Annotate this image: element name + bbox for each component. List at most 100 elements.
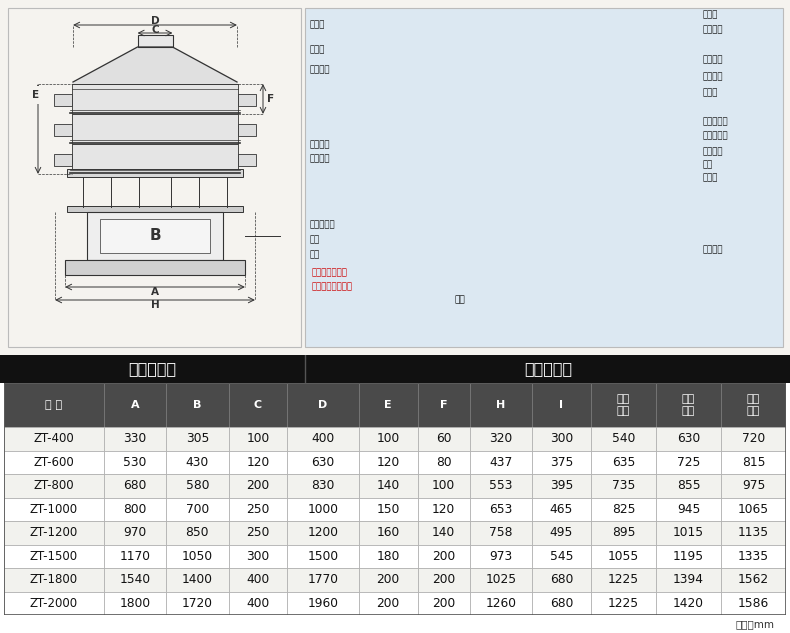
Bar — [288, 474, 359, 498]
Text: ZT-400: ZT-400 — [33, 432, 74, 446]
Bar — [166, 591, 228, 615]
Bar — [532, 383, 591, 427]
Bar — [103, 498, 166, 521]
Text: 球形清洁板: 球形清洁板 — [703, 118, 728, 127]
Bar — [288, 451, 359, 474]
Bar — [103, 591, 166, 615]
Text: 140: 140 — [432, 526, 455, 539]
Text: 180: 180 — [376, 550, 400, 563]
Bar — [8, 8, 301, 347]
Text: 1540: 1540 — [119, 573, 150, 586]
Text: 60: 60 — [436, 432, 451, 446]
Text: ZT-1800: ZT-1800 — [30, 573, 78, 586]
Bar — [469, 568, 532, 591]
Bar — [532, 474, 591, 498]
Text: ZT-1500: ZT-1500 — [30, 550, 78, 563]
Text: 700: 700 — [186, 503, 209, 516]
Text: 80: 80 — [436, 456, 451, 469]
Text: 540: 540 — [611, 432, 635, 446]
Text: 250: 250 — [246, 526, 269, 539]
Text: 825: 825 — [611, 503, 635, 516]
Text: 945: 945 — [677, 503, 700, 516]
Bar — [359, 383, 418, 427]
Bar — [418, 474, 469, 498]
Text: 630: 630 — [677, 432, 700, 446]
Bar — [72, 144, 238, 174]
Bar — [721, 591, 786, 615]
Text: 1720: 1720 — [182, 597, 213, 610]
Text: B: B — [193, 400, 201, 410]
Bar — [721, 544, 786, 568]
Bar — [359, 451, 418, 474]
Text: 630: 630 — [311, 456, 335, 469]
Text: 437: 437 — [489, 456, 513, 469]
Bar — [166, 451, 228, 474]
Text: F: F — [267, 94, 274, 104]
Text: 120: 120 — [432, 503, 455, 516]
Bar — [72, 84, 238, 114]
Text: E: E — [32, 90, 40, 100]
Text: 1770: 1770 — [307, 573, 339, 586]
Text: 1562: 1562 — [738, 573, 769, 586]
Bar — [469, 498, 532, 521]
Bar — [591, 427, 656, 451]
Text: 150: 150 — [376, 503, 400, 516]
Text: 320: 320 — [489, 432, 513, 446]
Bar — [532, 427, 591, 451]
Bar — [65, 260, 245, 275]
Text: 1586: 1586 — [738, 597, 769, 610]
Bar — [591, 591, 656, 615]
Text: 电动机: 电动机 — [703, 173, 718, 182]
Text: 300: 300 — [550, 432, 573, 446]
Bar — [532, 451, 591, 474]
Bar — [103, 568, 166, 591]
Bar — [591, 498, 656, 521]
Bar — [359, 427, 418, 451]
Bar — [359, 568, 418, 591]
Bar — [656, 521, 721, 544]
Text: 束环: 束环 — [310, 235, 320, 244]
Text: H: H — [496, 400, 506, 410]
Text: 1500: 1500 — [307, 550, 339, 563]
Text: 580: 580 — [186, 479, 209, 492]
Bar — [137, 35, 172, 47]
Text: 单位：mm: 单位：mm — [735, 619, 774, 629]
Text: 底部框架: 底部框架 — [310, 154, 330, 163]
Bar — [166, 544, 228, 568]
Text: 振体: 振体 — [703, 161, 713, 170]
Bar — [103, 383, 166, 427]
Text: 100: 100 — [246, 432, 269, 446]
Text: 1135: 1135 — [738, 526, 769, 539]
Bar — [656, 544, 721, 568]
Text: 975: 975 — [742, 479, 766, 492]
Text: 680: 680 — [550, 573, 574, 586]
Bar — [359, 521, 418, 544]
Bar — [54, 124, 72, 136]
Bar — [721, 521, 786, 544]
Bar — [4, 451, 103, 474]
Text: 三层
高度: 三层 高度 — [747, 394, 760, 416]
Bar — [418, 451, 469, 474]
Bar — [656, 498, 721, 521]
Text: 100: 100 — [432, 479, 455, 492]
Text: A: A — [130, 400, 139, 410]
Text: 1960: 1960 — [307, 597, 339, 610]
Bar — [418, 591, 469, 615]
Bar — [469, 591, 532, 615]
Text: 1260: 1260 — [485, 597, 517, 610]
Text: 小尺寸排料: 小尺寸排料 — [310, 220, 336, 230]
Text: C: C — [254, 400, 262, 410]
Bar — [591, 544, 656, 568]
Bar — [418, 544, 469, 568]
Text: 300: 300 — [246, 550, 269, 563]
Text: 1065: 1065 — [738, 503, 769, 516]
Bar — [166, 383, 228, 427]
Bar — [656, 383, 721, 427]
Bar — [228, 451, 288, 474]
Text: 1195: 1195 — [673, 550, 704, 563]
Bar — [4, 427, 103, 451]
Bar — [532, 498, 591, 521]
Text: 1170: 1170 — [119, 550, 150, 563]
Bar — [305, 8, 783, 347]
Text: 辅助筛网: 辅助筛网 — [703, 56, 724, 65]
